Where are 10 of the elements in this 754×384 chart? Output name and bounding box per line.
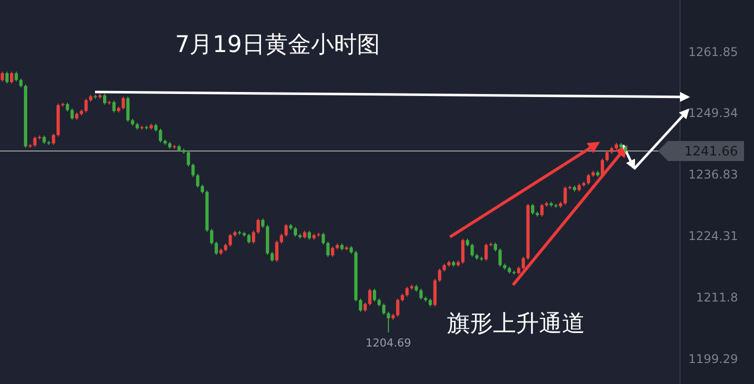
y-tick-label: 1249.34: [688, 106, 738, 120]
ref-line-label: 1241.66: [684, 144, 738, 160]
y-tick-label: 1224.31: [688, 229, 738, 244]
y-tick-label: 1236.83: [688, 168, 738, 182]
annotation: 旗形上升通道: [447, 311, 585, 337]
y-tick-label: 1261.85: [688, 44, 738, 59]
annotation: 1204.69: [366, 336, 412, 350]
y-tick-label: 1199.29: [688, 352, 738, 366]
y-tick-label: 1211.8: [696, 290, 738, 305]
text: 7月19日黄金小时图: [175, 32, 380, 58]
